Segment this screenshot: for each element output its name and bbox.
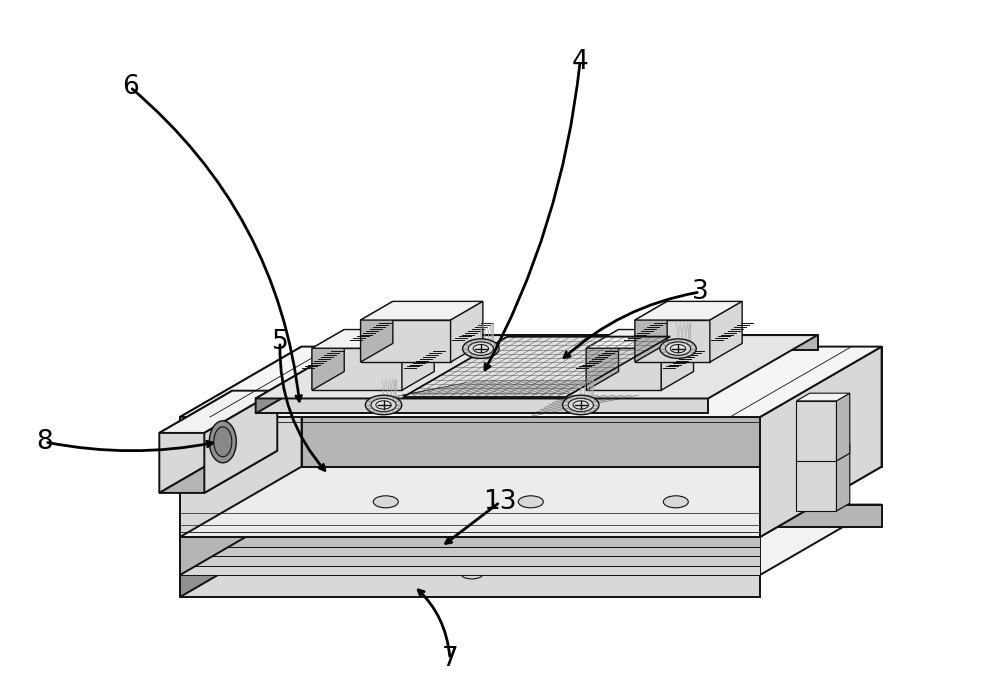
Ellipse shape (563, 395, 599, 415)
Polygon shape (586, 330, 619, 390)
Ellipse shape (214, 427, 232, 457)
Ellipse shape (663, 496, 688, 508)
Polygon shape (204, 391, 277, 493)
Polygon shape (256, 399, 708, 413)
Polygon shape (403, 337, 670, 397)
Ellipse shape (371, 398, 396, 412)
Text: 8: 8 (37, 429, 53, 455)
Ellipse shape (568, 398, 593, 412)
Ellipse shape (573, 401, 588, 409)
Polygon shape (586, 330, 694, 348)
Ellipse shape (518, 496, 543, 508)
Polygon shape (180, 346, 302, 537)
Polygon shape (796, 453, 850, 461)
Text: 7: 7 (442, 646, 458, 672)
Ellipse shape (373, 496, 398, 508)
Ellipse shape (463, 339, 499, 358)
Polygon shape (256, 335, 818, 399)
Polygon shape (180, 466, 302, 575)
Polygon shape (796, 443, 850, 451)
Polygon shape (302, 346, 882, 466)
Polygon shape (180, 466, 882, 537)
Polygon shape (586, 348, 661, 390)
Polygon shape (635, 320, 710, 362)
Ellipse shape (376, 401, 391, 409)
Ellipse shape (468, 342, 493, 355)
Polygon shape (796, 451, 836, 511)
Polygon shape (796, 503, 850, 511)
Polygon shape (451, 301, 483, 362)
Polygon shape (159, 433, 160, 493)
Polygon shape (256, 335, 365, 413)
Ellipse shape (520, 535, 542, 545)
Polygon shape (836, 443, 850, 511)
Ellipse shape (365, 395, 402, 415)
Ellipse shape (209, 421, 236, 463)
Polygon shape (361, 301, 483, 320)
Polygon shape (635, 301, 667, 362)
Polygon shape (635, 301, 742, 320)
Ellipse shape (636, 535, 658, 545)
Text: 5: 5 (272, 329, 288, 355)
Polygon shape (180, 346, 882, 417)
Polygon shape (760, 346, 882, 537)
Polygon shape (180, 505, 882, 575)
Polygon shape (312, 348, 402, 390)
Polygon shape (180, 565, 760, 575)
Ellipse shape (660, 339, 696, 358)
Polygon shape (361, 301, 393, 362)
Polygon shape (159, 391, 277, 433)
Polygon shape (180, 556, 760, 565)
Ellipse shape (670, 344, 686, 353)
Ellipse shape (461, 569, 483, 579)
Polygon shape (180, 537, 760, 546)
Polygon shape (159, 391, 232, 493)
Polygon shape (312, 330, 434, 348)
Ellipse shape (665, 342, 691, 355)
Polygon shape (796, 401, 836, 461)
Polygon shape (796, 393, 850, 401)
Polygon shape (180, 546, 760, 556)
Polygon shape (180, 417, 760, 537)
Polygon shape (365, 335, 818, 350)
Polygon shape (312, 330, 344, 390)
Polygon shape (836, 393, 850, 461)
Polygon shape (402, 330, 434, 390)
Polygon shape (361, 320, 451, 362)
Text: 6: 6 (122, 74, 138, 100)
Polygon shape (302, 505, 882, 527)
Ellipse shape (473, 344, 489, 353)
Polygon shape (159, 451, 277, 493)
Text: 13: 13 (483, 489, 517, 515)
Text: 4: 4 (572, 49, 588, 75)
Text: 3: 3 (692, 279, 708, 305)
Polygon shape (180, 575, 760, 597)
Ellipse shape (404, 535, 426, 545)
Polygon shape (180, 505, 302, 597)
Polygon shape (710, 301, 742, 362)
Polygon shape (661, 330, 694, 390)
